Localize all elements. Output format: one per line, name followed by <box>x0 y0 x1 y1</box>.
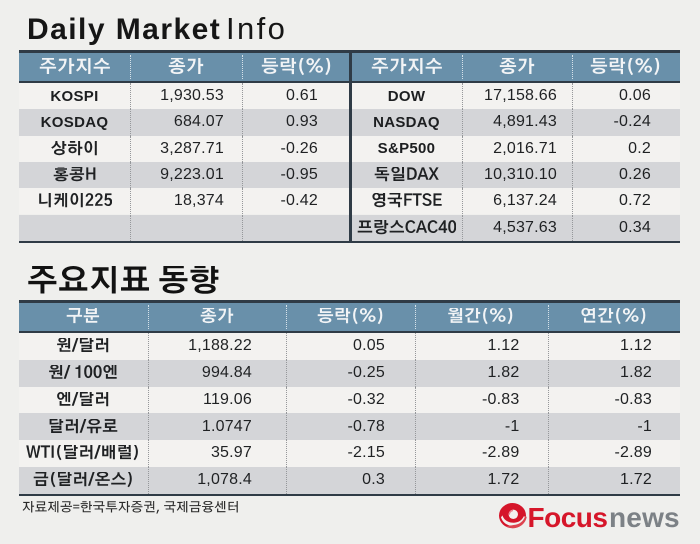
svg-text:news: news <box>609 503 680 531</box>
svg-text:Focus: Focus <box>528 503 608 531</box>
